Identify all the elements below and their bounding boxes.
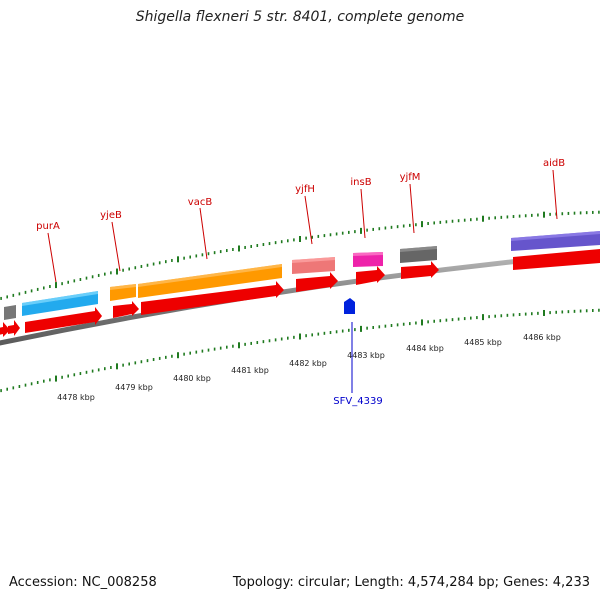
gene-box-purA[interactable] <box>22 291 98 316</box>
cds-arrow[interactable] <box>113 301 139 318</box>
upper-tick-ring <box>0 210 600 300</box>
cds-arrow[interactable] <box>8 320 20 336</box>
cds-arrow[interactable] <box>513 249 600 270</box>
accession-text: Accession: NC_008258 <box>9 575 157 590</box>
gene-label-aidB: aidB <box>543 158 565 169</box>
gene-box[interactable] <box>4 305 16 320</box>
gene-label-vacB: vacB <box>188 197 213 208</box>
cds-track <box>0 249 600 337</box>
scale-label: 4482 kbp <box>289 359 327 368</box>
gene-label-leaders <box>47 169 558 283</box>
feature-label-SFV_4339: SFV_4339 <box>333 396 382 407</box>
feature-arrow-SFV_4339[interactable] <box>344 298 355 314</box>
gene-labels: purA yjeB vacB yjfH insB yjfM aidB <box>36 158 565 232</box>
cds-arrow[interactable] <box>356 266 385 285</box>
scale-label: 4481 kbp <box>231 366 269 375</box>
cds-arrow[interactable] <box>25 307 102 333</box>
map-title: Shigella flexneri 5 str. 8401, complete … <box>135 9 465 25</box>
cds-arrow[interactable] <box>141 281 284 315</box>
scale-label: 4478 kbp <box>57 393 95 402</box>
scale-label: 4483 kbp <box>347 351 385 360</box>
scale-label: 4484 kbp <box>406 344 444 353</box>
gene-box-yjfM[interactable] <box>400 246 437 263</box>
cds-arrow[interactable] <box>0 322 10 337</box>
gene-label-yjfH: yjfH <box>295 184 315 195</box>
scale-label: 4486 kbp <box>523 333 561 342</box>
gene-box-aidB[interactable] <box>511 231 600 251</box>
scale-label: 4480 kbp <box>173 374 211 383</box>
gene-box-insB[interactable] <box>353 252 383 267</box>
scale-label: 4479 kbp <box>115 383 153 392</box>
scale-label: 4485 kbp <box>464 338 502 347</box>
genome-summary-text: Topology: circular; Length: 4,574,284 bp… <box>232 575 590 590</box>
cds-arrow[interactable] <box>296 272 338 292</box>
gene-box-vacB[interactable] <box>138 264 282 298</box>
gene-label-insB: insB <box>350 177 371 188</box>
scale-labels: 4478 kbp 4479 kbp 4480 kbp 4481 kbp 4482… <box>57 333 561 402</box>
cds-arrow[interactable] <box>401 261 439 279</box>
gene-box-yjeB[interactable] <box>110 284 136 301</box>
gene-label-yjfM: yjfM <box>400 172 421 183</box>
lower-tick-ring <box>0 308 600 393</box>
gene-track <box>4 231 600 320</box>
gene-box-yjfH[interactable] <box>292 257 335 274</box>
gene-label-yjeB: yjeB <box>100 210 122 221</box>
gene-label-purA: purA <box>36 221 60 232</box>
